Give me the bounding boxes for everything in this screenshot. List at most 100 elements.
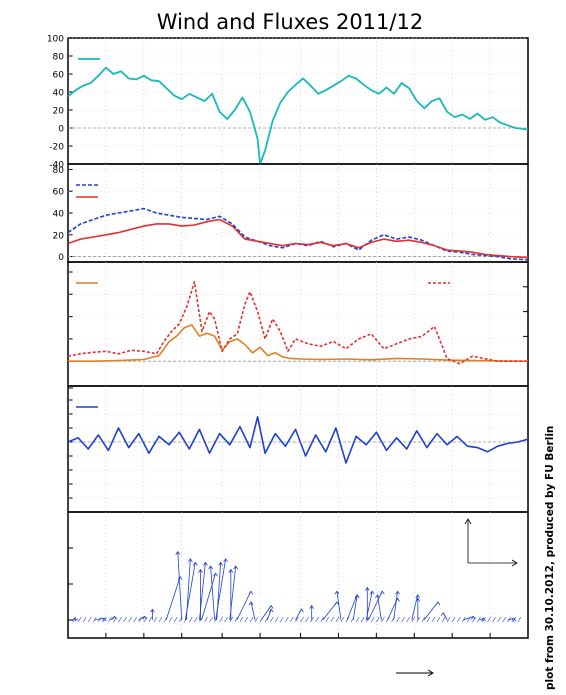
epv-vector-head [395, 590, 400, 595]
series-line-zonal-wind-1hpa [67, 66, 529, 165]
epv-vector-head [334, 601, 340, 606]
epv-vector [462, 616, 466, 623]
epv-vector [456, 616, 461, 623]
epv-vector-head [380, 590, 385, 595]
epv-vector [315, 616, 319, 623]
epv-vector [204, 616, 208, 623]
epv-vector [103, 616, 107, 623]
panel-1: 100 80 60 40 20 0 -20 -40 [47, 35, 529, 171]
epv-vector [148, 616, 153, 623]
epv-vector [336, 591, 342, 621]
epv-vector [224, 616, 228, 623]
epv-vector [350, 616, 355, 623]
epv-vector [305, 616, 309, 623]
epv-vector [138, 616, 145, 621]
epv-vector [165, 576, 181, 621]
panel-frame [67, 385, 529, 513]
y-tick-label: 40 [53, 210, 65, 220]
epv-vector [411, 594, 419, 621]
epv-vector [108, 616, 112, 623]
panel-frame [67, 37, 529, 165]
epv-vector [269, 616, 274, 623]
epv-vector [184, 616, 188, 623]
epv-vector [492, 616, 496, 623]
series-line-10hpa [67, 207, 529, 261]
inset-arrow [464, 518, 472, 525]
epv-vector [340, 616, 345, 623]
epv-vector [87, 616, 92, 623]
epv-vector [236, 591, 252, 621]
epv-vector [381, 616, 385, 623]
epv-vector [189, 616, 193, 623]
epv-vector [446, 616, 451, 623]
epv-vector [250, 601, 256, 621]
epv-vector-head [309, 604, 315, 609]
epv-vector [249, 616, 254, 623]
epv-vector [128, 616, 132, 623]
epv-inset [464, 518, 518, 567]
epv-vector [386, 616, 390, 623]
epv-vector [229, 616, 234, 623]
epv-vector-head [248, 601, 254, 606]
epv-vector [345, 616, 350, 623]
panel-4 [67, 385, 529, 513]
y-tick-label: -40 [49, 161, 64, 171]
epv-vector [416, 616, 421, 623]
epv-vector [153, 616, 158, 623]
y-tick-label: 20 [53, 231, 65, 241]
epv-vector [391, 616, 395, 623]
epv-vector [320, 616, 325, 623]
epv-vector [113, 616, 117, 623]
epv-vector [254, 616, 259, 623]
y-tick-label: 60 [53, 71, 65, 81]
credit-text: plot from 30.10.2012, produced by FU Ber… [544, 426, 556, 690]
epv-vector-head [354, 594, 360, 599]
epv-vector-head [198, 568, 203, 573]
epv-vector-head [223, 558, 228, 563]
epv-vector-head [415, 594, 421, 599]
epv-vector-head [268, 608, 274, 613]
epv-vector [295, 616, 299, 623]
scale-arrow-head [427, 669, 434, 677]
y-tick-label: 40 [53, 89, 65, 99]
epv-vector [210, 565, 215, 621]
epv-vector [199, 616, 203, 623]
epv-vector [335, 616, 340, 623]
y-tick-label: 0 [58, 253, 64, 263]
epv-vector [507, 617, 514, 621]
epv-vector [163, 616, 168, 623]
epv-vector [365, 616, 370, 623]
epv-vector-head [101, 617, 107, 622]
epv-vector [451, 616, 456, 623]
epv-vector-head [233, 565, 239, 570]
epv-vector-head [511, 617, 517, 622]
epv-vector [310, 616, 314, 623]
epv-vector [123, 616, 127, 623]
epv-vector-head [364, 586, 370, 591]
epv-vector-head [188, 558, 193, 563]
epv-vector [497, 616, 501, 623]
epv-vector [477, 616, 481, 623]
epv-vector [290, 616, 294, 623]
epv-vector [436, 616, 441, 623]
inset-arrow [511, 559, 518, 567]
epv-vector [441, 616, 446, 623]
epv-vector [158, 616, 163, 623]
epv-vector-head [268, 604, 274, 609]
epv-vector [173, 616, 178, 623]
epv-vector [406, 616, 410, 623]
epv-vector-head [415, 597, 421, 602]
panel-2: 80 60 40 20 0 [53, 163, 529, 263]
figure-title: Wind and Fluxes 2011/12 [157, 10, 423, 34]
panel-frame [67, 261, 529, 387]
epv-vector [77, 616, 82, 623]
y-tick-label: 20 [53, 107, 65, 117]
series-line-30hpa [67, 218, 529, 259]
epv-vector [216, 562, 222, 621]
epv-vector [325, 616, 330, 623]
epv-vector [239, 616, 244, 623]
epv-vector-head [218, 561, 224, 566]
series-line-u-change [67, 415, 529, 464]
epv-vector [376, 616, 380, 623]
epv-vector-head [440, 612, 446, 617]
